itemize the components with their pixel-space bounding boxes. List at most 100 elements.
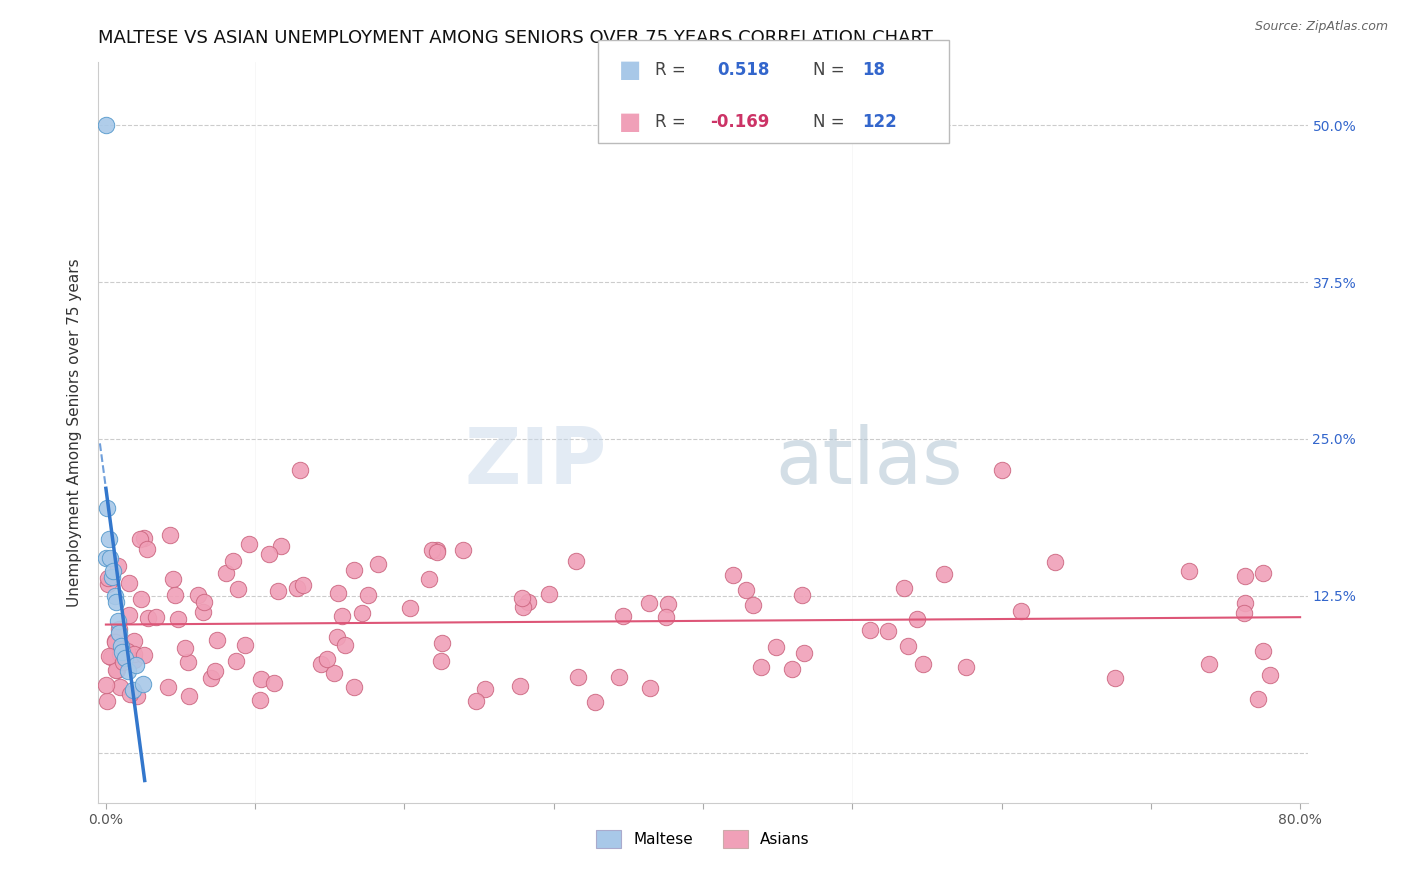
Point	[98, 551, 121, 566]
Point	[249, 692, 271, 706]
Point	[1233, 569, 1256, 583]
Point	[132, 676, 155, 690]
Point	[583, 695, 606, 709]
Point	[193, 595, 215, 609]
Text: N =: N =	[813, 61, 844, 78]
Text: ZIP: ZIP	[464, 425, 606, 500]
Point	[205, 633, 228, 648]
Point	[100, 649, 122, 664]
Point	[134, 531, 156, 545]
Point	[934, 566, 956, 581]
Point	[315, 651, 337, 665]
Point	[104, 633, 127, 648]
Point	[97, 577, 120, 591]
Point	[537, 587, 560, 601]
Point	[105, 664, 128, 678]
Point	[911, 657, 934, 672]
Point	[200, 671, 222, 685]
Y-axis label: Unemployment Among Seniors over 75 years: Unemployment Among Seniors over 75 years	[67, 259, 83, 607]
Point	[1104, 671, 1126, 685]
Point	[159, 528, 181, 542]
Point	[94, 551, 117, 566]
Point	[222, 554, 245, 568]
Text: MALTESE VS ASIAN UNEMPLOYMENT AMONG SENIORS OVER 75 YEARS CORRELATION CHART: MALTESE VS ASIAN UNEMPLOYMENT AMONG SENI…	[98, 29, 934, 47]
Point	[464, 694, 486, 708]
Point	[905, 612, 928, 626]
Point	[270, 539, 292, 553]
Point	[1045, 555, 1067, 569]
Point	[157, 680, 180, 694]
Point	[132, 648, 155, 663]
Text: ■: ■	[619, 58, 641, 81]
Point	[309, 657, 332, 671]
Point	[111, 655, 134, 669]
Point	[1260, 668, 1282, 682]
Point	[328, 586, 350, 600]
Point	[426, 542, 449, 557]
Point	[793, 647, 815, 661]
Point	[420, 543, 443, 558]
Point	[398, 601, 420, 615]
Point	[122, 653, 145, 667]
Point	[124, 633, 146, 648]
Point	[426, 545, 449, 559]
Point	[897, 639, 920, 653]
Point	[291, 578, 314, 592]
Point	[335, 638, 357, 652]
Point	[1247, 692, 1270, 706]
Point	[721, 567, 744, 582]
Point	[1233, 607, 1256, 621]
Point	[955, 660, 977, 674]
Point	[612, 609, 634, 624]
Point	[104, 635, 127, 649]
Point	[96, 694, 118, 708]
Point	[858, 623, 880, 637]
Point	[215, 566, 238, 581]
Point	[990, 463, 1012, 477]
Point	[145, 610, 167, 624]
Point	[125, 657, 148, 672]
Point	[136, 541, 159, 556]
Point	[108, 626, 131, 640]
Point	[177, 689, 200, 703]
Point	[111, 645, 134, 659]
Point	[1234, 596, 1257, 610]
Point	[792, 588, 814, 602]
Point	[1251, 566, 1274, 580]
Point	[342, 563, 364, 577]
Text: ■: ■	[619, 111, 641, 134]
Point	[204, 664, 226, 678]
Point	[893, 581, 915, 595]
Point	[129, 592, 152, 607]
Text: 0.518: 0.518	[717, 61, 769, 78]
Point	[108, 680, 131, 694]
Text: 122: 122	[862, 113, 897, 131]
Point	[110, 639, 132, 653]
Point	[225, 654, 247, 668]
Point	[136, 611, 159, 625]
Text: R =: R =	[655, 113, 686, 131]
Point	[114, 651, 136, 665]
Point	[107, 614, 129, 628]
Point	[474, 682, 496, 697]
Point	[177, 655, 200, 669]
Point	[322, 665, 344, 680]
Point	[429, 655, 451, 669]
Point	[101, 570, 124, 584]
Point	[343, 680, 366, 694]
Point	[741, 598, 763, 612]
Point	[638, 681, 661, 696]
Point	[96, 678, 118, 692]
Point	[105, 595, 128, 609]
Point	[367, 557, 389, 571]
Point	[233, 638, 256, 652]
Point	[655, 610, 678, 624]
Point	[567, 670, 589, 684]
Point	[118, 687, 141, 701]
Point	[191, 605, 214, 619]
Point	[121, 682, 143, 697]
Point	[127, 689, 149, 703]
Point	[118, 576, 141, 591]
Point	[877, 624, 900, 639]
Point	[117, 664, 139, 678]
